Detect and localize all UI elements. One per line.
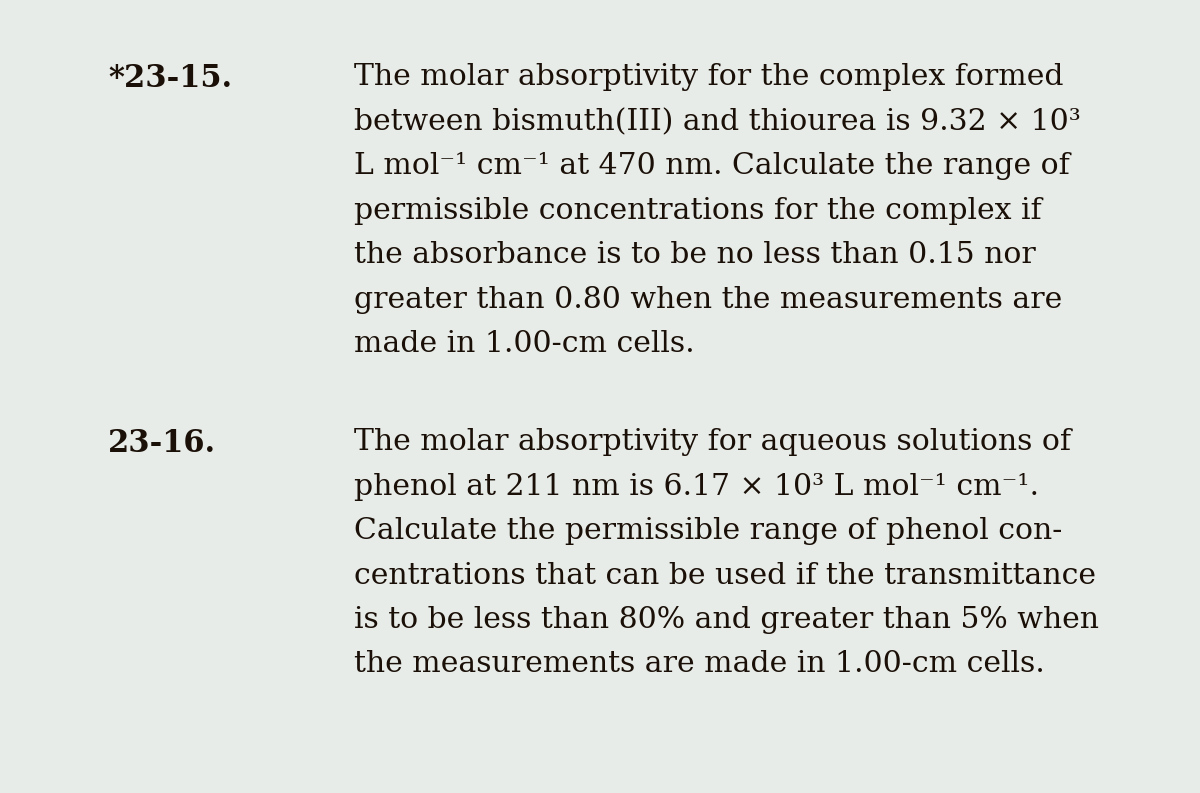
Text: is to be less than 80% and greater than 5% when: is to be less than 80% and greater than … (354, 606, 1099, 634)
Text: Calculate the permissible range of phenol con-: Calculate the permissible range of pheno… (354, 517, 1062, 545)
Text: L mol⁻¹ cm⁻¹ at 470 nm. Calculate the range of: L mol⁻¹ cm⁻¹ at 470 nm. Calculate the ra… (354, 152, 1069, 180)
Text: The molar absorptivity for the complex formed: The molar absorptivity for the complex f… (354, 63, 1063, 91)
Text: the absorbance is to be no less than 0.15 nor: the absorbance is to be no less than 0.1… (354, 241, 1036, 269)
Text: greater than 0.80 when the measurements are: greater than 0.80 when the measurements … (354, 285, 1062, 314)
Text: between bismuth(III) and thiourea is 9.32 × 10³: between bismuth(III) and thiourea is 9.3… (354, 108, 1081, 136)
Text: *23-15.: *23-15. (108, 63, 232, 94)
Text: made in 1.00-cm cells.: made in 1.00-cm cells. (354, 330, 695, 358)
Text: centrations that can be used if the transmittance: centrations that can be used if the tran… (354, 561, 1096, 589)
Text: The molar absorptivity for aqueous solutions of: The molar absorptivity for aqueous solut… (354, 428, 1072, 456)
Text: the measurements are made in 1.00-cm cells.: the measurements are made in 1.00-cm cel… (354, 650, 1045, 679)
Text: permissible concentrations for the complex if: permissible concentrations for the compl… (354, 197, 1042, 224)
Text: phenol at 211 nm is 6.17 × 10³ L mol⁻¹ cm⁻¹.: phenol at 211 nm is 6.17 × 10³ L mol⁻¹ c… (354, 473, 1039, 500)
Text: 23-16.: 23-16. (108, 428, 216, 459)
